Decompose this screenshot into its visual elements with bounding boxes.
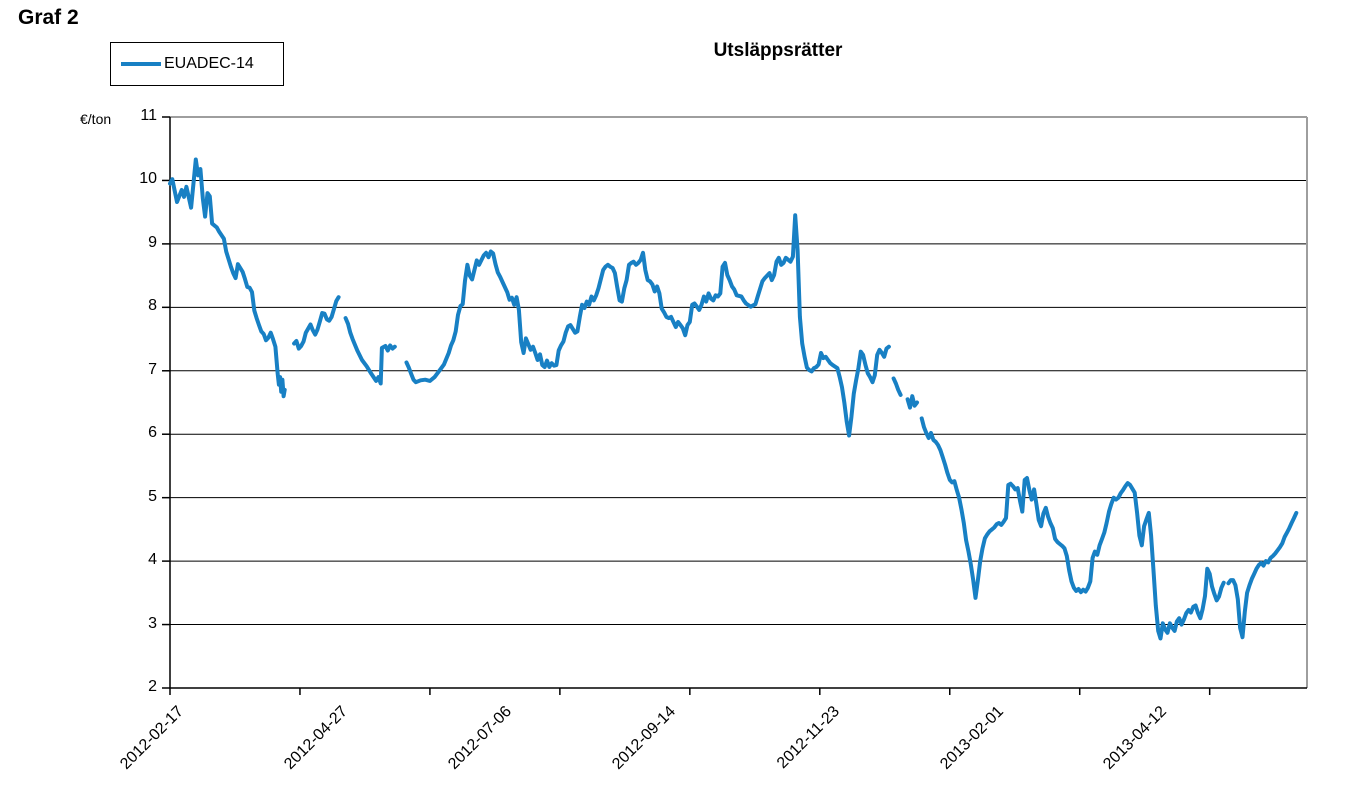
page-title: Graf 2 bbox=[18, 6, 79, 29]
y-axis-tick-label: 10 bbox=[139, 170, 157, 188]
series-segment bbox=[404, 213, 891, 438]
series-segment bbox=[292, 295, 341, 351]
series-segment bbox=[919, 416, 1226, 641]
chart-title: Utsläppsrätter bbox=[713, 40, 843, 61]
legend: EUADEC-14 bbox=[110, 42, 284, 86]
legend-series-label: EUADEC-14 bbox=[164, 55, 254, 72]
y-axis-tick-label: 4 bbox=[148, 551, 157, 569]
y-axis-tick-label: 11 bbox=[140, 107, 157, 124]
series-segment bbox=[1226, 510, 1299, 640]
y-axis-tick-label: 7 bbox=[148, 360, 157, 378]
series-segment bbox=[891, 376, 903, 397]
y-axis-tick-label: 3 bbox=[148, 614, 157, 632]
y-axis-tick-label: 2 bbox=[148, 678, 157, 695]
series-segment bbox=[168, 157, 287, 399]
legend-line-sample bbox=[121, 62, 161, 66]
y-axis-tick-label: 8 bbox=[148, 297, 157, 315]
series-segment bbox=[905, 394, 919, 410]
y-axis-tick-label: 5 bbox=[148, 487, 157, 505]
y-axis-tick-label: 6 bbox=[148, 424, 157, 442]
y-axis-unit-label: €/ton bbox=[80, 111, 112, 127]
y-axis-tick-label: 9 bbox=[148, 233, 157, 251]
series-segment bbox=[343, 316, 397, 386]
